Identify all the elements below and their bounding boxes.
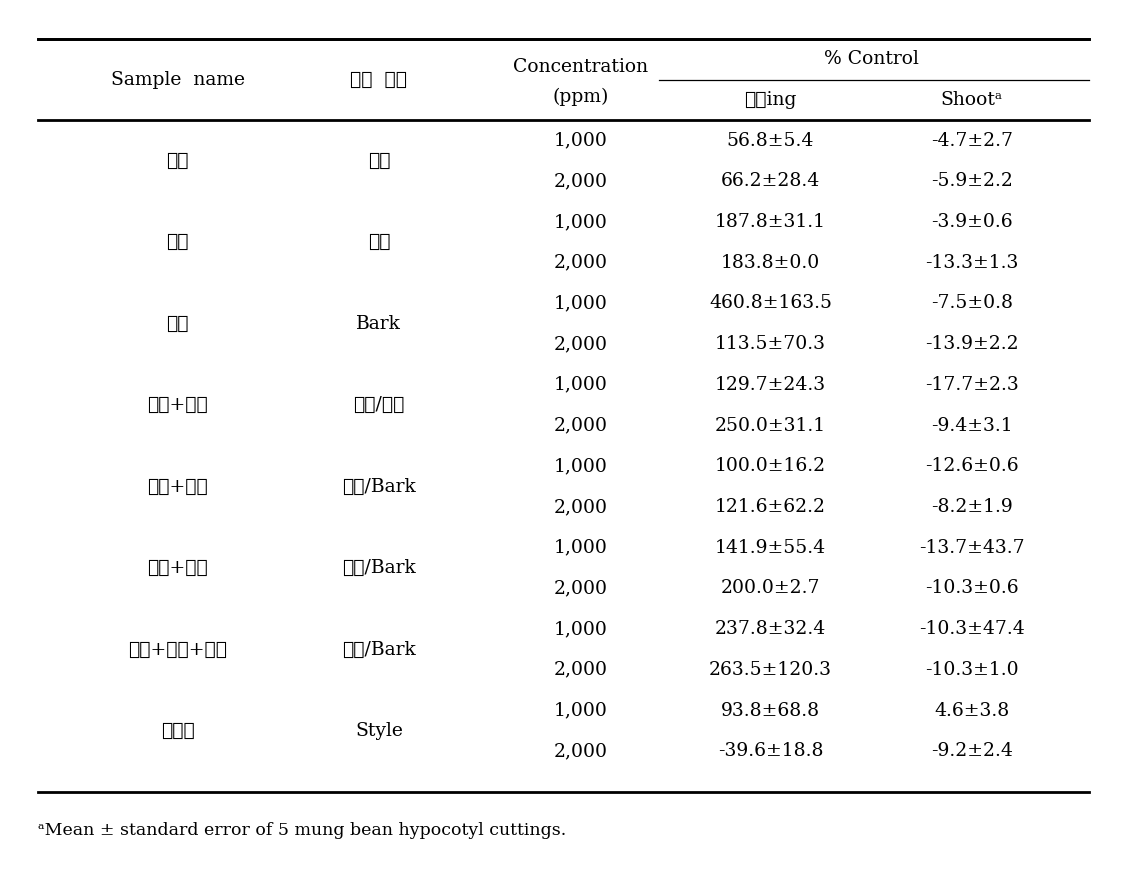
Text: 121.6±62.2: 121.6±62.2 (715, 498, 826, 516)
Text: 1,000: 1,000 (553, 538, 607, 557)
Text: -10.3±47.4: -10.3±47.4 (919, 620, 1024, 638)
Text: 1,000: 1,000 (553, 620, 607, 638)
Text: 감초: 감초 (167, 152, 189, 170)
Text: 4.6±3.8: 4.6±3.8 (934, 702, 1010, 719)
Text: -10.3±1.0: -10.3±1.0 (925, 661, 1019, 679)
Text: Sample  name: Sample name (110, 71, 245, 88)
Text: 129.7±24.3: 129.7±24.3 (715, 376, 826, 394)
Text: 당귀+육계: 당귀+육계 (148, 559, 208, 577)
Text: 56.8±5.4: 56.8±5.4 (727, 132, 814, 149)
Text: -9.4±3.1: -9.4±3.1 (931, 417, 1013, 434)
Text: -4.7±2.7: -4.7±2.7 (931, 132, 1013, 149)
Text: 460.8±163.5: 460.8±163.5 (709, 295, 832, 312)
Text: -9.2±2.4: -9.2±2.4 (931, 742, 1013, 760)
Text: 감초+당귀: 감초+당귀 (148, 396, 208, 414)
Text: -8.2±1.9: -8.2±1.9 (931, 498, 1013, 516)
Text: 187.8±31.1: 187.8±31.1 (715, 213, 826, 231)
Text: 빌리/Bark: 빌리/Bark (343, 559, 416, 577)
Text: 빌리/Bark: 빌리/Bark (343, 477, 416, 496)
Text: -13.3±1.3: -13.3±1.3 (925, 253, 1019, 272)
Text: 250.0±31.1: 250.0±31.1 (715, 417, 826, 434)
Text: 2,000: 2,000 (553, 172, 607, 191)
Text: 141.9±55.4: 141.9±55.4 (715, 538, 826, 557)
Text: Shootᵃ: Shootᵃ (941, 91, 1003, 109)
Text: 1,000: 1,000 (553, 132, 607, 149)
Text: 2,000: 2,000 (553, 498, 607, 516)
Text: 감초+당귀+육계: 감초+당귀+육계 (128, 641, 227, 658)
Text: 66.2±28.4: 66.2±28.4 (721, 172, 820, 191)
Text: -3.9±0.6: -3.9±0.6 (931, 213, 1013, 231)
Text: -13.9±2.2: -13.9±2.2 (925, 335, 1019, 353)
Text: 1,000: 1,000 (553, 702, 607, 719)
Text: 1,000: 1,000 (553, 295, 607, 312)
Text: Bark: Bark (356, 315, 401, 333)
Text: 1,000: 1,000 (553, 376, 607, 394)
Text: 2,000: 2,000 (553, 417, 607, 434)
Text: 감초+육계: 감초+육계 (148, 477, 208, 496)
Text: 183.8±0.0: 183.8±0.0 (721, 253, 820, 272)
Text: -13.7±43.7: -13.7±43.7 (919, 538, 1024, 557)
Text: 237.8±32.4: 237.8±32.4 (715, 620, 826, 638)
Text: ᵃMean ± standard error of 5 mung bean hypocotyl cuttings.: ᵃMean ± standard error of 5 mung bean hy… (37, 822, 566, 839)
Text: -39.6±18.8: -39.6±18.8 (718, 742, 823, 760)
Text: Style: Style (355, 722, 402, 740)
Text: 200.0±2.7: 200.0±2.7 (720, 579, 820, 597)
Text: 1,000: 1,000 (553, 213, 607, 231)
Text: 113.5±70.3: 113.5±70.3 (715, 335, 826, 353)
Text: 빌리: 빌리 (367, 233, 390, 252)
Text: 2,000: 2,000 (553, 253, 607, 272)
Text: 옥수수: 옥수수 (161, 722, 195, 740)
Text: -10.3±0.6: -10.3±0.6 (925, 579, 1019, 597)
Text: 2,000: 2,000 (553, 742, 607, 760)
Text: -7.5±0.8: -7.5±0.8 (931, 295, 1013, 312)
Text: (ppm): (ppm) (552, 87, 609, 106)
Text: 263.5±120.3: 263.5±120.3 (709, 661, 832, 679)
Text: 육계: 육계 (167, 315, 189, 333)
Text: 빌리: 빌리 (367, 152, 390, 170)
Text: 2,000: 2,000 (553, 661, 607, 679)
Text: 2,000: 2,000 (553, 579, 607, 597)
Text: % Control: % Control (824, 50, 919, 68)
Text: 93.8±68.8: 93.8±68.8 (721, 702, 820, 719)
Text: 100.0±16.2: 100.0±16.2 (715, 457, 826, 475)
Text: 빌리/빌리: 빌리/빌리 (353, 396, 405, 414)
Text: -12.6±0.6: -12.6±0.6 (925, 457, 1019, 475)
Text: -17.7±2.3: -17.7±2.3 (925, 376, 1019, 394)
Text: -5.9±2.2: -5.9±2.2 (931, 172, 1013, 191)
Text: 1,000: 1,000 (553, 457, 607, 475)
Text: 2,000: 2,000 (553, 335, 607, 353)
Text: 빌리/Bark: 빌리/Bark (343, 641, 416, 658)
Text: 빌리ing: 빌리ing (744, 91, 797, 109)
Text: Concentration: Concentration (513, 58, 648, 75)
Text: 식물  부위: 식물 부위 (350, 71, 408, 88)
Text: 당귀: 당귀 (167, 233, 189, 252)
